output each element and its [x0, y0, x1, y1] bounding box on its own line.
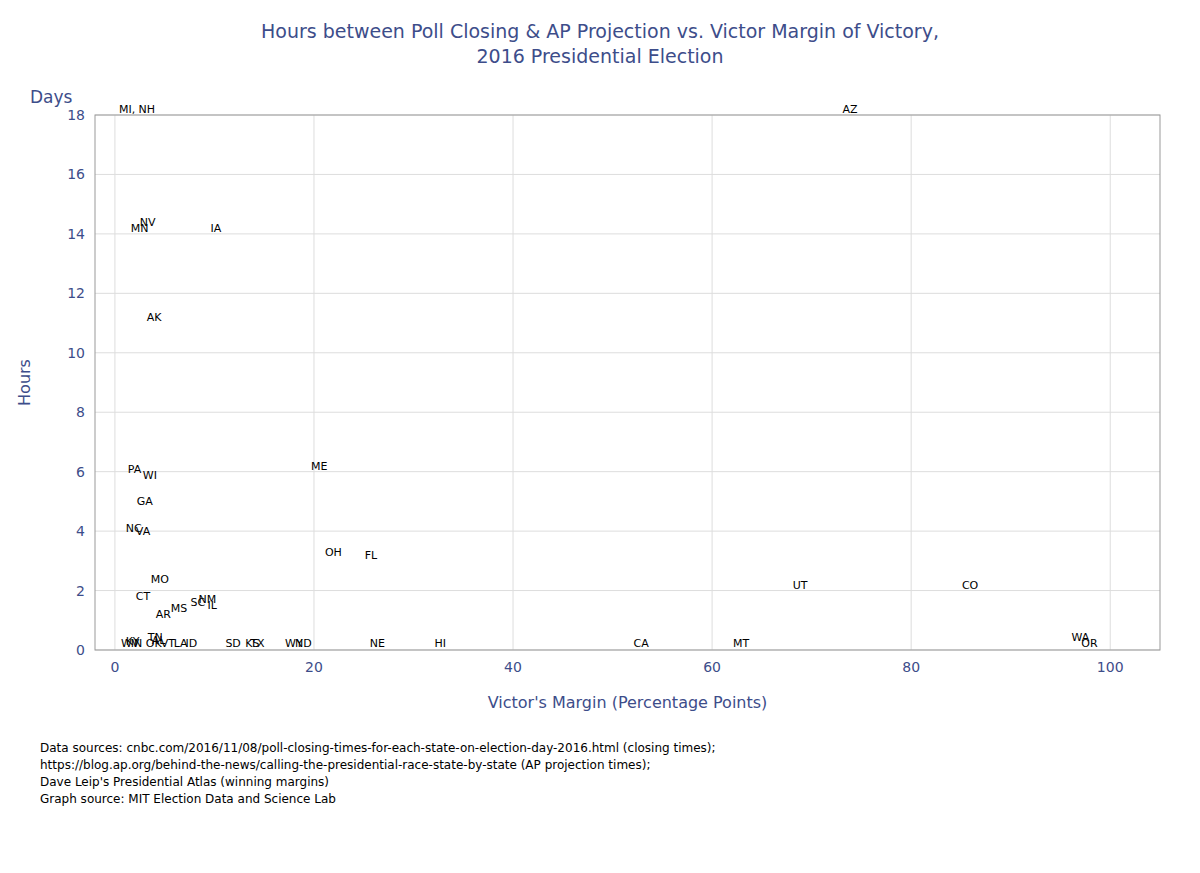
- x-tick-label: 80: [902, 659, 920, 675]
- title: Hours between Poll Closing & AP Projecti…: [261, 20, 939, 67]
- point-label: OR: [1081, 637, 1098, 650]
- y-tick-label: 10: [67, 345, 85, 361]
- grid-line: [95, 590, 1160, 591]
- y-tick-label: 0: [76, 642, 85, 658]
- point-label: AK: [147, 311, 163, 324]
- point-label: WY: [285, 637, 303, 650]
- y-tick-label: 8: [76, 404, 85, 420]
- point-label: IL: [207, 599, 217, 612]
- x-tick-label: 100: [1097, 659, 1124, 675]
- point-label: VA: [136, 525, 151, 538]
- plot-frame: [95, 115, 1160, 650]
- y-axis-label: Hours: [15, 359, 34, 406]
- point-label: WI: [143, 469, 157, 482]
- point-label: UT: [793, 579, 808, 592]
- y-tick-label: 12: [67, 285, 85, 301]
- point-label: CT: [136, 590, 151, 603]
- point-label: IA: [210, 222, 221, 235]
- y-tick-label: 2: [76, 583, 85, 599]
- grid-line: [114, 115, 115, 650]
- x-tick-label: 40: [504, 659, 522, 675]
- point-label: HI: [434, 637, 446, 650]
- grid: [95, 115, 1160, 650]
- y-tick-label: 4: [76, 523, 85, 539]
- point-label: MO: [151, 573, 169, 586]
- y-tick-label: 6: [76, 464, 85, 480]
- point-label: CO: [962, 579, 979, 592]
- y-tick-label: 16: [67, 166, 85, 182]
- point-label: NE: [370, 637, 385, 650]
- grid-line: [95, 412, 1160, 413]
- x-tick-label: 20: [305, 659, 323, 675]
- grid-line: [95, 174, 1160, 175]
- point-label: TX: [249, 637, 265, 650]
- grid-line: [712, 115, 713, 650]
- point-label: IN: [131, 637, 142, 650]
- x-tick-label: 0: [110, 659, 119, 675]
- point-label: AR: [156, 608, 172, 621]
- footnote: Data sources: cnbc.com/2016/11/08/poll-c…: [40, 741, 716, 806]
- point-label: CA: [633, 637, 649, 650]
- grid-line: [513, 115, 514, 650]
- y-tick-label: 18: [67, 107, 85, 123]
- point-label: MT: [733, 637, 749, 650]
- grid-line: [1110, 115, 1111, 650]
- point-label: FL: [365, 549, 378, 562]
- point-label: ID: [186, 637, 198, 650]
- point-label: GA: [137, 495, 154, 508]
- point-label: ME: [311, 460, 327, 473]
- grid-line: [95, 531, 1160, 532]
- grid-line: [911, 115, 912, 650]
- grid-line: [95, 293, 1160, 294]
- grid-line: [95, 352, 1160, 353]
- x-axis-label: Victor's Margin (Percentage Points): [488, 693, 768, 712]
- point-label: MI, NH: [119, 103, 155, 116]
- points: MI, NHAZMNNVIAAKPAWIMEGANCVAOHFLMOCTMSSC…: [119, 103, 1098, 650]
- point-label: PA: [128, 463, 142, 476]
- chart: Hours between Poll Closing & AP Projecti…: [0, 0, 1200, 873]
- point-label: OH: [325, 546, 342, 559]
- point-label: NV: [140, 216, 156, 229]
- point-label: MS: [171, 602, 187, 615]
- point-label: AZ: [842, 103, 858, 116]
- grid-line: [95, 233, 1160, 234]
- y-tick-label: 14: [67, 226, 85, 242]
- grid-line: [95, 471, 1160, 472]
- annotation: Days: [30, 87, 73, 107]
- grid-line: [313, 115, 314, 650]
- point-label: SD: [225, 637, 240, 650]
- x-tick-label: 60: [703, 659, 721, 675]
